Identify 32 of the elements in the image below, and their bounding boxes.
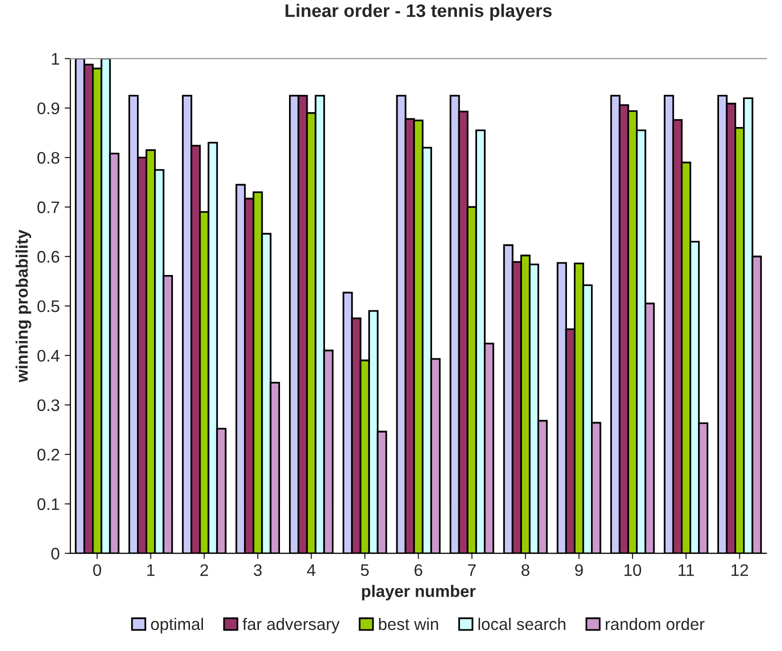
x-tick-label: 7 bbox=[468, 564, 476, 576]
x-tick-label: 12 bbox=[732, 564, 748, 576]
x-tick-label: 11 bbox=[678, 564, 694, 576]
legend-label: best win bbox=[379, 618, 438, 630]
x-axis-title: player number bbox=[362, 584, 476, 600]
x-tick-label: 3 bbox=[254, 564, 262, 576]
y-tick-label: 0.4 bbox=[37, 350, 60, 362]
x-tick-label: 2 bbox=[200, 564, 208, 576]
x-tick-label: 4 bbox=[307, 564, 316, 576]
x-tick-label: 5 bbox=[360, 564, 369, 576]
y-tick-label: 0.6 bbox=[37, 250, 60, 263]
chart-title: Linear order - 13 tennis players bbox=[286, 4, 552, 21]
y-tick-label: 0.8 bbox=[37, 152, 60, 164]
x-tick-label: 1 bbox=[147, 564, 155, 576]
x-tick-label: 8 bbox=[522, 564, 530, 576]
y-tick-label: 0.5 bbox=[37, 300, 60, 312]
y-tick-label: 0.1 bbox=[37, 498, 60, 510]
legend-label: local search bbox=[478, 618, 566, 630]
legend-label: far adversary bbox=[242, 618, 340, 634]
x-tick-label: 10 bbox=[624, 564, 642, 576]
y-tick-label: 0 bbox=[51, 548, 60, 560]
x-tick-label: 0 bbox=[93, 564, 102, 576]
y-tick-label: 0.3 bbox=[37, 399, 60, 412]
legend-label: optimal bbox=[151, 618, 203, 634]
y-tick-label: 1 bbox=[52, 53, 60, 65]
x-tick-label: 6 bbox=[414, 564, 422, 576]
legend-label: random order bbox=[606, 618, 704, 630]
y-tick-label: 0.7 bbox=[37, 201, 60, 214]
x-tick-label: 9 bbox=[575, 564, 583, 576]
y-axis-title: winning probability bbox=[16, 230, 32, 382]
y-tick-label: 0.2 bbox=[37, 448, 60, 461]
y-tick-label: 0.9 bbox=[37, 102, 60, 114]
